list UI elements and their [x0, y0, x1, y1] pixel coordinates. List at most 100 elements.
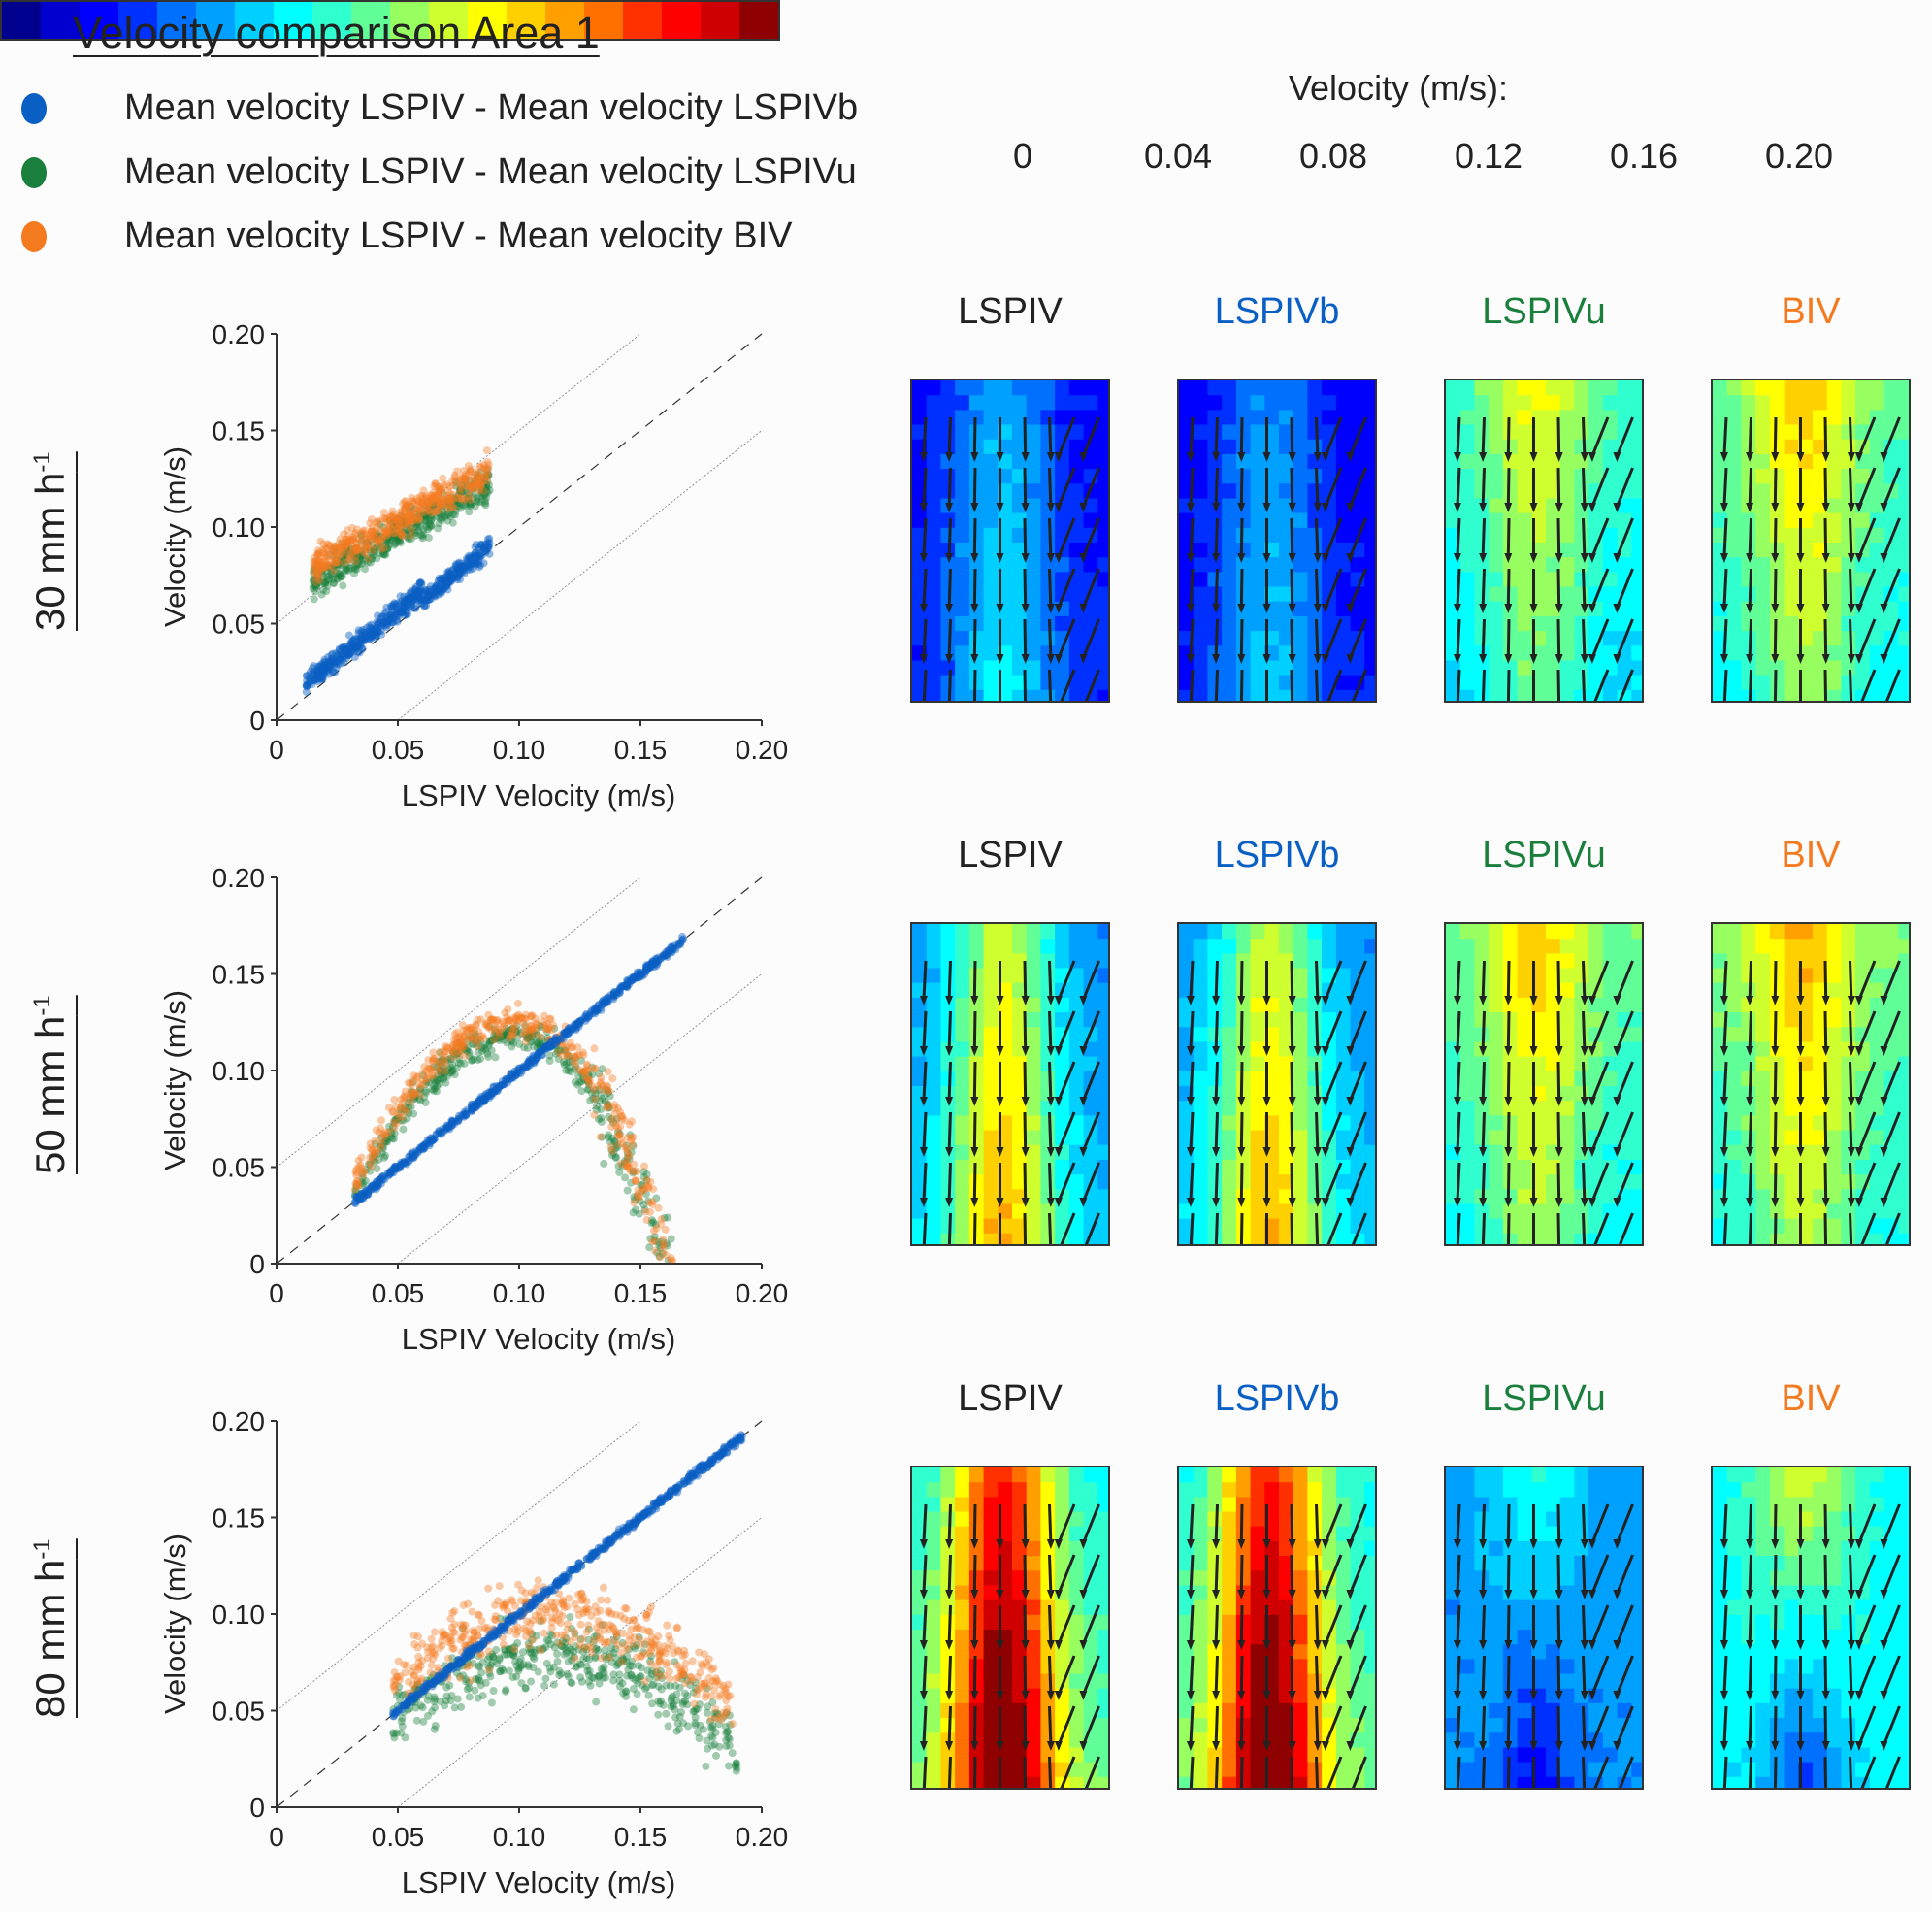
data-point — [368, 625, 377, 634]
data-point — [668, 947, 676, 956]
data-point — [433, 1130, 441, 1138]
data-point — [572, 1026, 580, 1034]
heatmap-cell — [1222, 527, 1237, 544]
data-point — [479, 1034, 488, 1042]
heatmap-cell — [1068, 1233, 1085, 1244]
heatmap-cell — [1012, 1041, 1028, 1058]
data-point — [612, 991, 620, 1000]
data-point — [398, 529, 406, 538]
data-point — [456, 1037, 465, 1045]
data-point — [377, 621, 386, 630]
data-point — [310, 662, 318, 670]
data-point — [444, 501, 453, 510]
data-point — [346, 548, 355, 557]
data-point — [613, 1128, 622, 1137]
flow-arrow-icon — [1023, 669, 1028, 701]
data-point — [616, 1108, 625, 1116]
data-point — [358, 645, 366, 654]
data-point — [622, 1141, 631, 1150]
data-point — [454, 492, 462, 501]
data-point — [344, 538, 352, 546]
heatmap-cell — [1517, 586, 1532, 603]
data-point — [462, 475, 470, 483]
data-point — [416, 492, 425, 501]
heatmap-cell — [1517, 660, 1532, 676]
heatmap-cell — [1097, 453, 1108, 470]
data-point — [331, 658, 340, 667]
data-point — [523, 1034, 532, 1042]
data-point — [352, 561, 361, 570]
data-point — [340, 544, 348, 552]
data-point — [623, 976, 632, 984]
data-point — [487, 1036, 496, 1044]
heatmap-cell — [983, 483, 999, 499]
arrow-head-icon — [1796, 452, 1805, 462]
arrow-head-icon — [1529, 604, 1538, 613]
data-point — [374, 538, 382, 546]
heatmap-cell — [1459, 675, 1475, 691]
data-point — [448, 1041, 457, 1050]
heatmap-cell — [1097, 512, 1108, 529]
data-point — [387, 603, 396, 611]
data-point — [374, 611, 381, 620]
data-point — [678, 936, 686, 944]
data-point — [465, 490, 474, 499]
data-point — [635, 973, 643, 982]
heatmap-cell — [983, 1056, 999, 1072]
heatmap-cell — [1869, 424, 1885, 441]
data-point — [525, 1028, 534, 1037]
heatmap-cell — [1517, 498, 1532, 514]
legend-item-biv: Mean velocity LSPIV - Mean velocity BIV — [21, 215, 793, 257]
data-point — [545, 1036, 554, 1043]
data-point — [430, 482, 439, 490]
data-point — [316, 558, 325, 567]
data-point — [409, 1092, 418, 1101]
heatmap-cell — [1097, 1189, 1108, 1204]
heatmap-cell — [1726, 483, 1742, 499]
data-point — [319, 663, 328, 672]
data-point — [336, 535, 344, 544]
colorbar-segment — [274, 2, 312, 39]
data-point — [427, 521, 436, 530]
data-point — [604, 994, 612, 1003]
data-point — [581, 1067, 590, 1075]
heatmap-cell — [1502, 645, 1519, 661]
data-point — [340, 530, 348, 539]
data-point — [345, 650, 354, 659]
data-point — [456, 504, 464, 512]
data-point — [577, 1070, 586, 1078]
arrow-head-icon — [1288, 553, 1296, 563]
data-point — [650, 1233, 659, 1241]
data-point — [507, 1026, 515, 1035]
data-point — [362, 538, 371, 546]
flow-arrow-icon — [1722, 618, 1728, 659]
data-point — [536, 1021, 544, 1030]
data-point — [310, 561, 318, 570]
heatmap-cell — [926, 557, 941, 573]
heatmap-cell — [1097, 1041, 1108, 1058]
heatmap-cell — [926, 1056, 941, 1072]
arrow-head-icon — [1046, 452, 1055, 462]
heatmap-cell — [955, 453, 970, 470]
data-point — [404, 517, 412, 526]
heatmap-cell — [1726, 615, 1742, 632]
heatmap-cell — [1097, 939, 1108, 954]
heatmap-cell — [1489, 410, 1504, 426]
data-point — [456, 499, 465, 508]
data-point — [336, 572, 344, 580]
heatmap-cell — [1264, 469, 1280, 484]
flow-arrow-icon — [922, 1010, 928, 1051]
data-point — [314, 577, 323, 585]
data-point — [556, 1046, 564, 1055]
heatmap-cell — [955, 1159, 970, 1175]
heatmap-cell — [1755, 586, 1771, 603]
heatmap-cell — [1193, 527, 1208, 544]
data-point — [356, 1191, 365, 1200]
data-point — [364, 554, 373, 563]
data-point — [472, 481, 480, 490]
data-point — [659, 1246, 668, 1255]
data-point — [566, 1023, 574, 1032]
data-point — [482, 1094, 490, 1103]
flow-arrow-icon — [1023, 568, 1028, 609]
heatmap-cell — [968, 1159, 985, 1175]
